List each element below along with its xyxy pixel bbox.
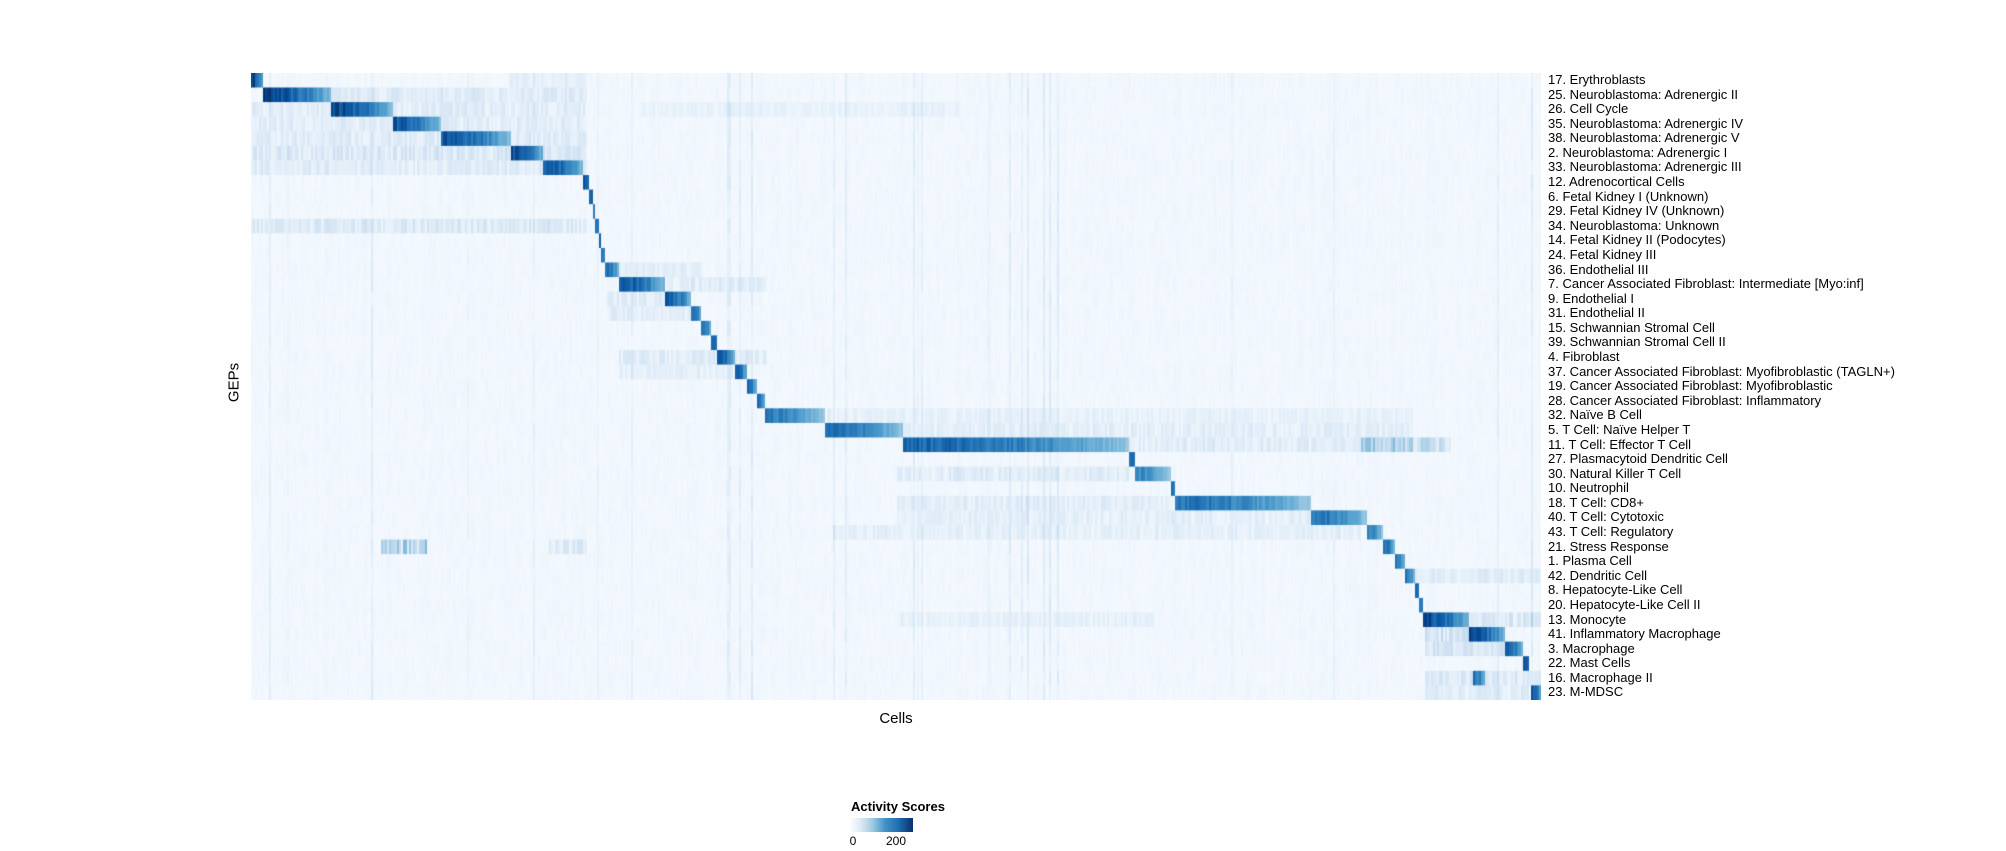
- gep-row-label: 40. T Cell: Cytotoxic: [1548, 509, 1664, 525]
- gep-row-label: 22. Mast Cells: [1548, 655, 1631, 671]
- gep-row-label: 18. T Cell: CD8+: [1548, 494, 1644, 510]
- gep-row-label: 17. Erythroblasts: [1548, 72, 1646, 87]
- gep-row-label: 30. Natural Killer T Cell: [1548, 465, 1682, 481]
- gep-row-label: 9. Endothelial I: [1548, 290, 1635, 306]
- gep-row-label: 23. M-MDSC: [1548, 684, 1624, 700]
- colorbar-legend: Activity Scores 0 200: [849, 799, 1011, 850]
- gep-row-label: 13. Monocyte: [1548, 611, 1627, 627]
- colorbar-title: Activity Scores: [851, 799, 945, 814]
- gep-row-label: 20. Hepatocyte-Like Cell II: [1548, 596, 1701, 612]
- gep-row-label: 24. Fetal Kidney III: [1548, 246, 1657, 262]
- gep-row-label: 28. Cancer Associated Fibroblast: Inflam…: [1548, 392, 1822, 408]
- gep-row-label: 19. Cancer Associated Fibroblast: Myofib…: [1548, 378, 1833, 394]
- y-axis-label: GEPs: [225, 362, 243, 403]
- gep-row-label: 6. Fetal Kidney I (Unknown): [1548, 188, 1709, 204]
- gep-row-label: 3. Macrophage: [1548, 640, 1635, 656]
- gep-row-label: 1. Plasma Cell: [1548, 553, 1632, 569]
- gep-row-label: 21. Stress Response: [1548, 538, 1669, 554]
- gep-row-label: 39. Schwannian Stromal Cell II: [1548, 334, 1726, 350]
- gep-row-label: 26. Cell Cycle: [1548, 101, 1629, 117]
- x-axis-label: Cells: [879, 710, 913, 727]
- gep-row-label: 38. Neuroblastoma: Adrenergic V: [1548, 130, 1740, 146]
- gep-row-label: 2. Neuroblastoma: Adrenergic I: [1548, 144, 1728, 160]
- gep-row-label: 32. Naïve B Cell: [1548, 407, 1642, 423]
- gep-row-label: 42. Dendritic Cell: [1548, 567, 1647, 583]
- gep-row-label: 43. T Cell: Regulatory: [1548, 524, 1674, 540]
- gep-row-label: 8. Hepatocyte-Like Cell: [1548, 582, 1683, 598]
- gep-row-label: 25. Neuroblastoma: Adrenergic II: [1548, 86, 1739, 102]
- heatmap-canvas: [251, 73, 1541, 700]
- colorbar-ticks: 0 200: [849, 834, 1011, 850]
- gep-row-label: 10. Neutrophil: [1548, 480, 1629, 496]
- gep-row-label: 5. T Cell: Naïve Helper T: [1548, 421, 1691, 437]
- gep-row-labels: 17. Erythroblasts 25. Neuroblastoma: Adre…: [1548, 72, 1998, 700]
- gep-row-label: 31. Endothelial II: [1548, 305, 1645, 321]
- gep-row-label: 16. Macrophage II: [1548, 669, 1653, 685]
- gep-row-label: 35. Neuroblastoma: Adrenergic IV: [1548, 115, 1744, 131]
- colorbar-tick-min: 0: [849, 834, 857, 848]
- gep-row-label: 15. Schwannian Stromal Cell: [1548, 319, 1715, 335]
- gep-row-label: 41. Inflammatory Macrophage: [1548, 626, 1721, 642]
- gep-row-label: 37. Cancer Associated Fibroblast: Myofib…: [1548, 363, 1895, 379]
- gep-row-label: 14. Fetal Kidney II (Podocytes): [1548, 232, 1726, 248]
- colorbar-gradient: [851, 818, 913, 832]
- gep-row-label: 36. Endothelial III: [1548, 261, 1649, 277]
- gep-row-label: 4. Fibroblast: [1548, 349, 1620, 365]
- gep-row-label: 12. Adrenocortical Cells: [1548, 174, 1685, 190]
- gep-row-label: 33. Neuroblastoma: Adrenergic III: [1548, 159, 1742, 175]
- gep-row-label: 27. Plasmacytoid Dendritic Cell: [1548, 451, 1728, 467]
- gep-row-label: 11. T Cell: Effector T Cell: [1548, 436, 1692, 452]
- gep-row-label: 7. Cancer Associated Fibroblast: Interme…: [1548, 276, 1864, 292]
- gep-row-label: 34. Neuroblastoma: Unknown: [1548, 217, 1720, 233]
- colorbar-tick-max: 200: [885, 834, 907, 848]
- gep-row-label: 29. Fetal Kidney IV (Unknown): [1548, 203, 1725, 219]
